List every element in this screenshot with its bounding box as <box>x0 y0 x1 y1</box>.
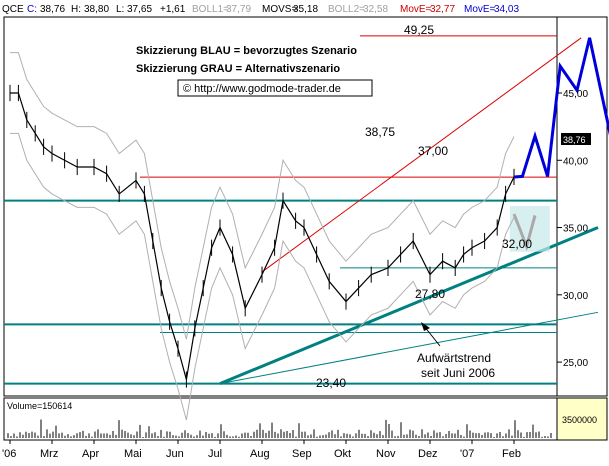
header-l-label: L: <box>116 4 124 15</box>
header-boll1-value: 37,79 <box>226 4 251 15</box>
legend-box: Skizzierung BLAU = bevorzugtes Szenario … <box>136 45 373 97</box>
header-h-label: H: <box>71 4 81 15</box>
header-c-label: C: <box>27 4 37 15</box>
x-tick-label: Jun <box>166 448 184 460</box>
ticks: 25,00 30,00 35,00 40,00 45,00 '06 Mrz Apr Mai Jun… <box>2 89 597 460</box>
x-tick-label: '07 <box>460 448 474 460</box>
annotation-23-40: 23,40 <box>316 376 346 390</box>
volume-axis-panel <box>556 397 608 441</box>
legend-line2: Skizzierung GRAU = Alternativszenario <box>136 63 340 75</box>
annotation-37-00: 37,00 <box>418 144 448 158</box>
x-tick-label: Jul <box>208 448 222 460</box>
volume-tick-label: 3500000 <box>562 415 597 425</box>
bollinger-lower <box>10 132 515 421</box>
header-l-value: 37,65 <box>127 4 152 15</box>
trendline-resistance <box>261 37 582 273</box>
level-lines <box>4 35 599 386</box>
x-tick-label: Mrz <box>40 448 58 460</box>
annotation-49-25: 49,25 <box>404 23 434 37</box>
header-symbol: QCE <box>2 4 24 15</box>
x-tick-label: Dez <box>418 448 438 460</box>
header-c-value: 38,76 <box>40 4 65 15</box>
price-series <box>9 52 515 421</box>
annotation-27-80: 27,80 <box>415 287 445 301</box>
header-movs-label: MOVS= <box>262 4 297 15</box>
trend-arrow <box>421 322 441 347</box>
header-boll1-label: BOLL1= <box>192 4 229 15</box>
header-change: +1,61 <box>160 4 186 15</box>
annotation-trend-line1: Aufwärtstrend <box>417 351 491 365</box>
header-boll2-value: 32,58 <box>363 4 388 15</box>
annotation-38-75: 38,75 <box>365 125 395 139</box>
legend-url-box <box>177 79 373 97</box>
scenario-blue <box>513 37 609 179</box>
bollinger-upper <box>10 52 515 340</box>
header-boll2-label: BOLL2= <box>328 4 365 15</box>
scenario-gray <box>512 213 537 252</box>
y-tick-label: 30,00 <box>563 291 588 302</box>
header-movs-value: 35,18 <box>293 4 318 15</box>
scenarios <box>512 37 609 252</box>
trendline-uptrend-2 <box>219 311 599 385</box>
x-tick-label: Sep <box>292 448 312 460</box>
price-tag: 38,76 <box>561 133 591 145</box>
header-move2-value: 34,03 <box>494 4 519 15</box>
legend-line1: Skizzierung BLAU = bevorzugtes Szenario <box>136 45 357 57</box>
x-tick-label: Feb <box>502 448 521 460</box>
trendline-uptrend <box>219 226 599 386</box>
x-tick-label: Okt <box>334 448 351 460</box>
annotation-32-00: 32,00 <box>502 237 532 251</box>
x-tick-label: Nov <box>376 448 396 460</box>
y-tick-label: 35,00 <box>563 224 588 235</box>
price-tag-value: 38,76 <box>563 135 586 145</box>
header-move1-value: 32,77 <box>430 4 455 15</box>
volume-label: Volume=150614 <box>7 401 72 411</box>
header-move2-label: MovE= <box>464 4 496 15</box>
header-move1-label: MovE= <box>400 4 432 15</box>
header-h-value: 38,80 <box>84 4 109 15</box>
volume-bars <box>7 419 552 438</box>
y-tick-label: 25,00 <box>563 358 588 369</box>
x-tick-label: Apr <box>82 448 99 460</box>
x-tick-label: '06 <box>2 448 16 460</box>
legend-url: © http://www.godmode-trader.de <box>183 83 341 95</box>
price-line <box>10 92 515 380</box>
header-bar: QCE C: 38,76 H: 38,80 L: 37,65 +1,61 BOL… <box>0 0 609 15</box>
y-tick-label: 40,00 <box>563 156 588 167</box>
annotation-trend-line2: seit Juni 2006 <box>421 366 495 380</box>
y-tick-label: 45,00 <box>563 89 588 100</box>
x-tick-label: Mai <box>124 448 142 460</box>
x-tick-label: Aug <box>250 448 270 460</box>
